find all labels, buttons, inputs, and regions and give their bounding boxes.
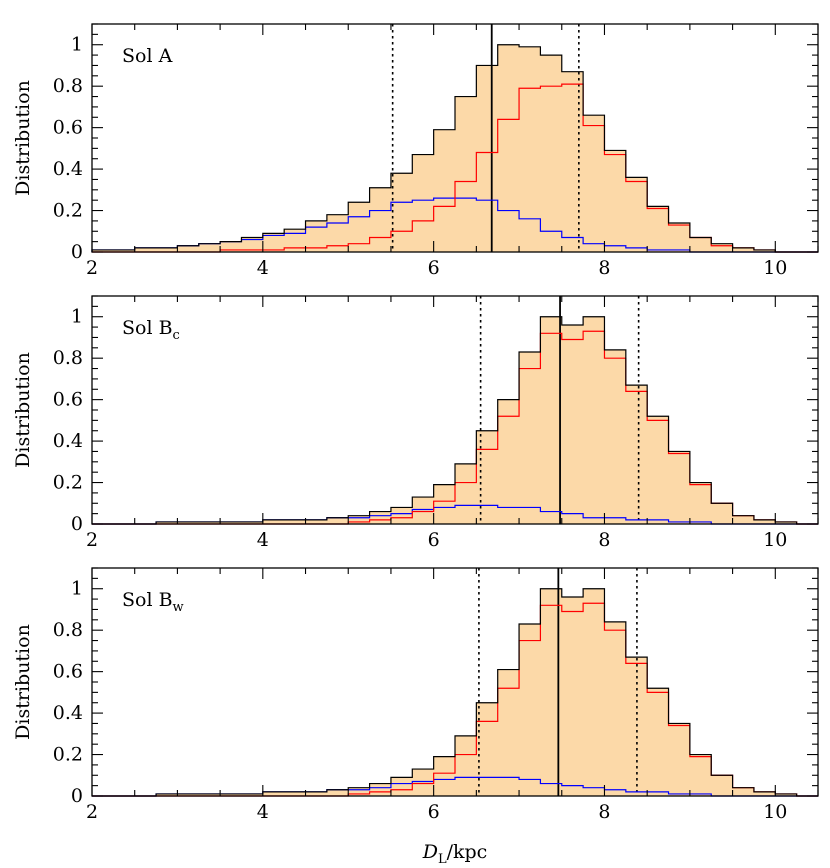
x-tick-label: 10 bbox=[763, 529, 787, 551]
y-axis-label: Distribution bbox=[12, 80, 34, 196]
x-tick-label: 4 bbox=[257, 257, 269, 279]
y-tick-label: 0.6 bbox=[53, 117, 83, 139]
x-tick-label: 6 bbox=[428, 529, 440, 551]
x-tick-label: 6 bbox=[428, 257, 440, 279]
x-tick-label: 8 bbox=[598, 801, 610, 823]
y-tick-label: 1 bbox=[71, 306, 83, 328]
total-histogram-fill bbox=[92, 316, 818, 524]
y-tick-label: 0.4 bbox=[53, 702, 83, 724]
y-tick-label: 1 bbox=[71, 578, 83, 600]
panel-1: 2 4 6 8 10 0 0.2 0.4 0.6 0.8 1 Distribution Sol A bbox=[12, 23, 819, 279]
x-tick-label: 4 bbox=[257, 801, 269, 823]
x-tick-label: 8 bbox=[598, 529, 610, 551]
y-tick-label: 0 bbox=[71, 513, 83, 535]
y-tick-label: 0 bbox=[71, 241, 83, 263]
x-tick-label: 10 bbox=[763, 257, 787, 279]
y-tick-label: 0.6 bbox=[53, 389, 83, 411]
y-tick-label: 0 bbox=[71, 785, 83, 807]
panel-label: Sol Bc bbox=[122, 317, 180, 343]
x-tick-label: 6 bbox=[428, 801, 440, 823]
x-tick-label: 10 bbox=[763, 801, 787, 823]
x-tick-label: 2 bbox=[86, 529, 98, 551]
x-tick-label: 8 bbox=[598, 257, 610, 279]
y-tick-label: 0.6 bbox=[53, 661, 83, 683]
x-tick-label: 2 bbox=[86, 257, 98, 279]
y-tick-label: 0.4 bbox=[53, 158, 83, 180]
panel-label: Sol Bw bbox=[122, 589, 184, 615]
y-axis-label: Distribution bbox=[12, 352, 34, 468]
panel-2: 2 4 6 8 10 0 0.2 0.4 0.6 0.8 1 Distribution Sol Bc bbox=[12, 295, 819, 551]
y-tick-label: 0.8 bbox=[53, 619, 83, 641]
y-tick-label: 0.8 bbox=[53, 75, 83, 97]
y-tick-label: 1 bbox=[71, 34, 83, 56]
y-axis-label: Distribution bbox=[12, 624, 34, 740]
y-tick-label: 0.4 bbox=[53, 430, 83, 452]
total-histogram-fill bbox=[92, 44, 818, 253]
panel-label: Sol A bbox=[122, 45, 173, 67]
y-tick-label: 0.2 bbox=[53, 472, 83, 494]
x-tick-label: 2 bbox=[86, 801, 98, 823]
y-tick-label: 0.8 bbox=[53, 347, 83, 369]
x-axis-label: DL/kpc bbox=[422, 841, 488, 867]
panel-3: 2 4 6 8 10 0 0.2 0.4 0.6 0.8 1 Distribution Sol Bw bbox=[12, 567, 819, 823]
total-histogram bbox=[91, 44, 818, 253]
x-tick-label: 4 bbox=[257, 529, 269, 551]
y-tick-label: 0.2 bbox=[53, 744, 83, 766]
y-tick-label: 0.2 bbox=[53, 200, 83, 222]
